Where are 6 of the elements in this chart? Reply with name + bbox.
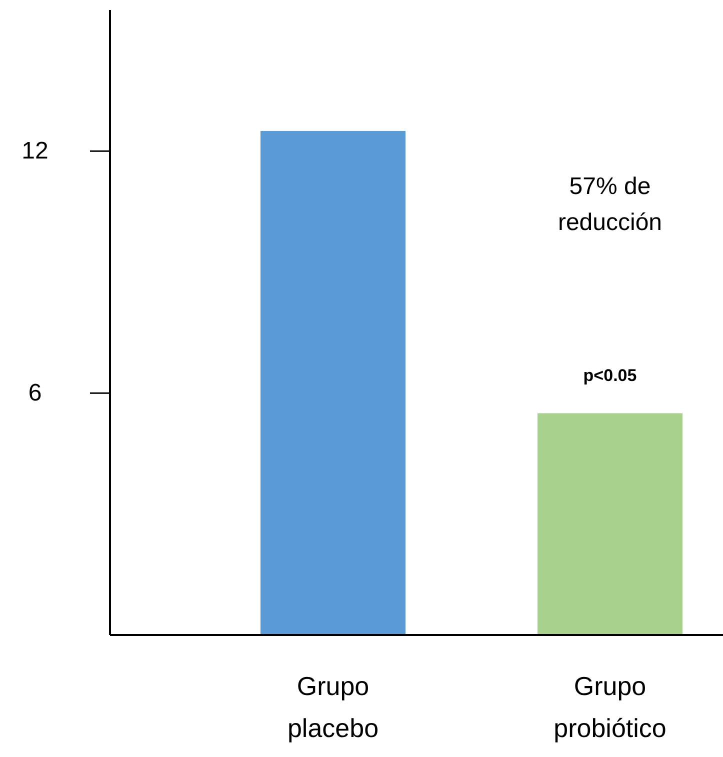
x-tick-label: Grupo probiótico bbox=[554, 671, 666, 743]
annotation: 57% de reducción bbox=[558, 173, 662, 236]
y-tick-label: 6 bbox=[28, 380, 42, 407]
x-tick-label: Grupo placebo bbox=[287, 671, 379, 743]
y-tick-label: 12 bbox=[22, 138, 48, 165]
annotation: p<0.05 bbox=[583, 366, 637, 385]
